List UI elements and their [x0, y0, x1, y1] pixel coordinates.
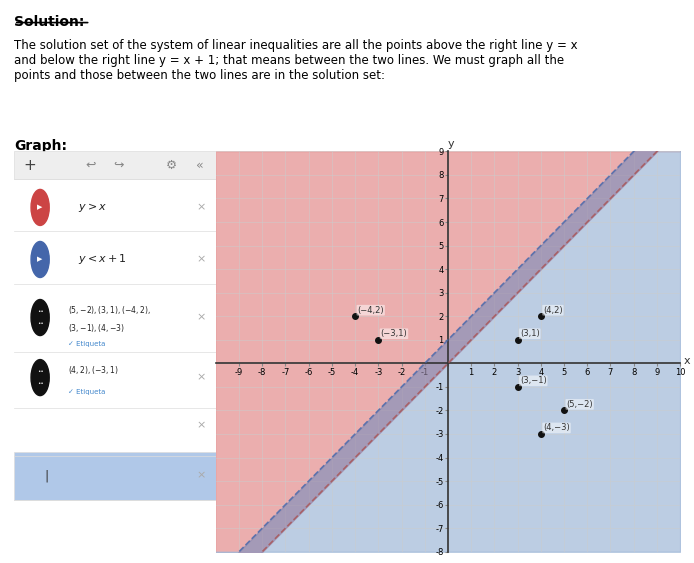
Text: ×: ×: [197, 373, 206, 383]
Text: ↩: ↩: [85, 159, 96, 172]
Text: ✓ Etiqueta: ✓ Etiqueta: [69, 341, 105, 347]
Text: ••: ••: [37, 321, 44, 326]
Circle shape: [31, 360, 49, 396]
Text: x: x: [684, 356, 691, 366]
Text: $y > x$: $y > x$: [78, 201, 108, 214]
Text: (4,2): (4,2): [543, 306, 563, 315]
Text: (5,−2): (5,−2): [566, 400, 593, 409]
Text: ↪: ↪: [114, 159, 124, 172]
Text: ••: ••: [37, 369, 44, 374]
Text: $(3,{-}1),(4,{-}3)$: $(3,{-}1),(4,{-}3)$: [69, 321, 126, 333]
Text: ••: ••: [37, 381, 44, 386]
Text: ▶: ▶: [37, 204, 43, 211]
Text: (−4,2): (−4,2): [357, 306, 384, 315]
Text: ×: ×: [197, 312, 206, 323]
Text: |: |: [44, 469, 49, 482]
Text: +: +: [24, 158, 36, 173]
Circle shape: [31, 242, 49, 278]
Text: y: y: [448, 139, 455, 149]
Text: (3,−1): (3,−1): [520, 376, 547, 385]
Text: ×: ×: [197, 254, 206, 265]
Circle shape: [31, 189, 49, 225]
Circle shape: [31, 300, 49, 336]
Text: Solution:: Solution:: [14, 15, 84, 29]
FancyBboxPatch shape: [14, 151, 216, 180]
Text: $y < x + 1$: $y < x + 1$: [78, 252, 127, 266]
Text: ✓ Etiqueta: ✓ Etiqueta: [69, 388, 105, 395]
Text: ▶: ▶: [37, 257, 43, 262]
Text: $(5,{-}2),(3,1),({-}4,2),$: $(5,{-}2),(3,1),({-}4,2),$: [69, 303, 151, 315]
Text: ×: ×: [197, 471, 206, 481]
Text: (3,1): (3,1): [520, 329, 540, 338]
FancyBboxPatch shape: [14, 452, 216, 500]
Text: ×: ×: [197, 421, 206, 431]
Text: ⚙: ⚙: [166, 159, 177, 172]
Text: Graph:: Graph:: [14, 138, 67, 153]
Text: (4,−3): (4,−3): [543, 423, 570, 432]
Text: «: «: [196, 159, 203, 172]
Text: $(4,2),({-}3,1)$: $(4,2),({-}3,1)$: [69, 364, 119, 376]
Text: ••: ••: [37, 309, 44, 314]
Text: (−3,1): (−3,1): [380, 329, 407, 338]
Text: ×: ×: [197, 203, 206, 212]
Text: The solution set of the system of linear inequalities are all the points above t: The solution set of the system of linear…: [14, 39, 577, 82]
